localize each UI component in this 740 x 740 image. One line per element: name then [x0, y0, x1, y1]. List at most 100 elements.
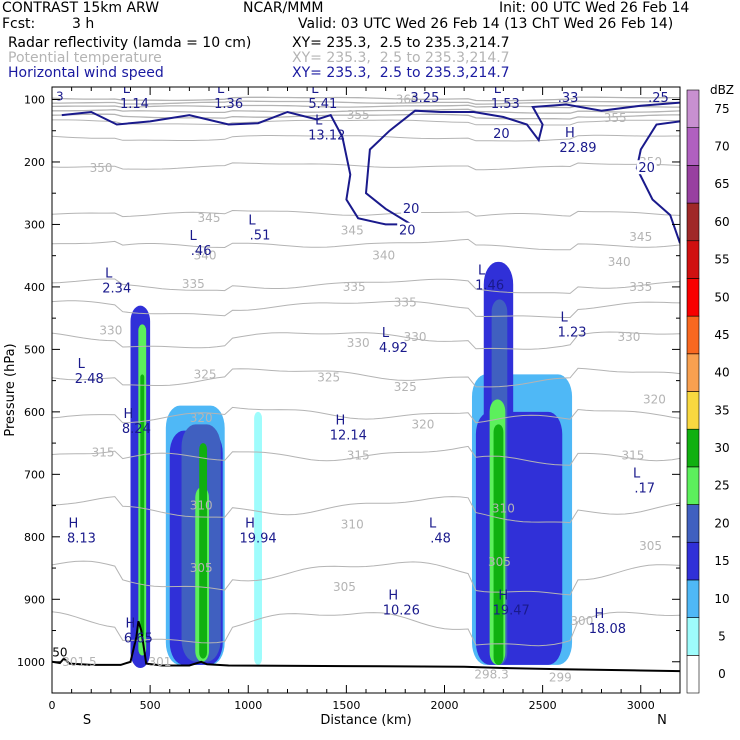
extremum-value-11: 2.34 — [102, 282, 131, 297]
wind-label-bg-2 — [401, 200, 422, 215]
colorbar-swatch-9 — [686, 315, 700, 355]
extremum-value-2: 5.41 — [308, 97, 337, 112]
colorbar-label-13: 65 — [714, 177, 729, 191]
y-tick-label-0: 100 — [24, 93, 45, 106]
theta-contour-15 — [52, 445, 680, 466]
theta-contour-3 — [52, 108, 680, 114]
field-xy-wind: XY= 235.3, 2.5 to 235.3,214.7 — [292, 65, 510, 81]
extremum-mark-3: L — [413, 76, 421, 91]
extremum-value-23: 19.47 — [493, 603, 530, 618]
x-tick-label-4: 2000 — [431, 699, 459, 712]
theta-label-26: 315 — [347, 449, 370, 463]
wind-label-0: 20 — [493, 127, 510, 142]
x-tick-label-0: 0 — [49, 699, 56, 712]
colorbar-swatch-8 — [686, 353, 700, 392]
theta-contour-13 — [52, 367, 680, 388]
colorbar-label-4: 20 — [714, 516, 729, 530]
extremum-mark-21: L — [429, 516, 437, 531]
x-axis-label: Distance (km) — [320, 713, 411, 728]
colorbar-label-12: 60 — [714, 215, 729, 229]
theta-contour-1 — [52, 100, 680, 105]
colorbar-label-7: 35 — [714, 403, 729, 417]
theta-label-10: 340 — [608, 255, 631, 269]
theta-label-1: 355 — [347, 108, 370, 122]
extremum-value-0: 1.14 — [120, 97, 149, 112]
theta-label-30: 310 — [492, 502, 515, 516]
theta-contour-10 — [52, 278, 680, 294]
colorbar: 0 5 10 15 20 25 30 35 40 45 50 55 60 65 70 75 dBZ — [686, 83, 734, 694]
y-tick-label-2: 300 — [24, 218, 45, 231]
theta-label-0: 350 — [90, 161, 113, 175]
extremum-value-12: 1.46 — [475, 278, 504, 293]
colorbar-label-2: 10 — [714, 592, 729, 606]
axes: 0 500 1000 1500 2000 2500 3000 100 200 300 400 500 6… — [17, 87, 680, 712]
extremum-value-18: .17 — [634, 481, 655, 496]
fcst-value: 3 h — [72, 16, 95, 32]
theta-label-17: 330 — [404, 330, 427, 344]
extremum-value-5: .33 — [558, 91, 579, 106]
theta-label-24: 320 — [643, 392, 666, 406]
extremum-mark-4: L — [494, 82, 502, 97]
extremum-mark-0: L — [123, 82, 131, 97]
field-xy-reflectivity: XY= 235.3, 2.5 to 235.3,214.7 — [292, 35, 510, 51]
extremum-mark-7: L — [315, 113, 323, 128]
extremum-mark-8: H — [565, 126, 575, 141]
colorbar-swatch-7 — [686, 391, 700, 430]
theta-label-6: 345 — [341, 224, 364, 238]
theta-label-36: 301.5 — [62, 655, 96, 669]
colorbar-label-15: 75 — [714, 102, 729, 116]
theta-label-16: 330 — [347, 336, 370, 350]
extremum-value-4: 1.53 — [491, 97, 520, 112]
extremum-value-1: 1.36 — [214, 97, 243, 112]
theta-label-2: 360 — [396, 92, 419, 106]
extremum-value-7: 13.12 — [308, 128, 345, 143]
extremum-value-19: 8.13 — [67, 531, 96, 546]
theta-label-20: 325 — [317, 371, 340, 385]
wind-label-bg-3 — [397, 222, 418, 237]
extremum-mark-19: H — [69, 516, 79, 531]
plot-title: CONTRAST 15km ARW — [2, 0, 160, 16]
theta-label-3: 355 — [604, 111, 627, 125]
extremum-value-13: 1.23 — [558, 325, 587, 340]
colorbar-label-10: 50 — [714, 290, 729, 304]
theta-label-12: 335 — [343, 280, 366, 294]
x-tick-label-2: 1000 — [234, 699, 262, 712]
y-tick-label-3: 400 — [24, 281, 45, 294]
colorbar-swatch-10 — [686, 278, 700, 317]
colorbar-label-3: 15 — [714, 554, 729, 568]
y-tick-label-4: 500 — [24, 343, 45, 356]
y-tick-label-1: 200 — [24, 156, 45, 169]
theta-label-28: 310 — [190, 499, 213, 513]
center-name: NCAR/MMM — [243, 0, 324, 16]
colorbar-label-11: 55 — [714, 253, 729, 267]
extremum-mark-1: L — [217, 82, 225, 97]
colorbar-swatch-6 — [686, 428, 700, 468]
field-name-theta: Potential temperature — [8, 50, 162, 66]
theta-label-15: 330 — [99, 324, 122, 338]
theta-label-35: 300 — [570, 614, 593, 628]
extremum-value-10: .51 — [250, 228, 271, 243]
extremum-mark-13: L — [560, 310, 568, 325]
extremum-value-22: 10.26 — [383, 603, 420, 618]
theta-label-34: 305 — [639, 539, 662, 553]
reflectivity-cell-7 — [199, 443, 208, 659]
colorbar-swatch-11 — [686, 240, 700, 279]
extremum-mark-11: L — [105, 267, 113, 282]
valid-time: Valid: 03 UTC Wed 26 Feb 14 (13 ChT Wed … — [298, 16, 674, 32]
theta-contour-5 — [52, 119, 680, 126]
theta-label-29: 310 — [341, 517, 364, 531]
colorbar-label-14: 70 — [714, 140, 729, 154]
extremum-mark-16: H — [123, 407, 133, 422]
y-tick-label-9: 1000 — [17, 656, 45, 669]
wind-label-1: 20 — [638, 161, 655, 176]
colorbar-label-1: 5 — [718, 629, 726, 643]
terrain — [52, 620, 680, 673]
x-tick-label-1: 500 — [140, 699, 161, 712]
theta-label-9: 340 — [372, 249, 395, 263]
extremum-value-20: 19.94 — [239, 531, 276, 546]
theta-label-37: 301 — [148, 655, 171, 669]
extremum-mark-12: L — [478, 263, 486, 278]
theta-label-11: 335 — [182, 277, 205, 291]
theta-label-32: 305 — [333, 580, 356, 594]
